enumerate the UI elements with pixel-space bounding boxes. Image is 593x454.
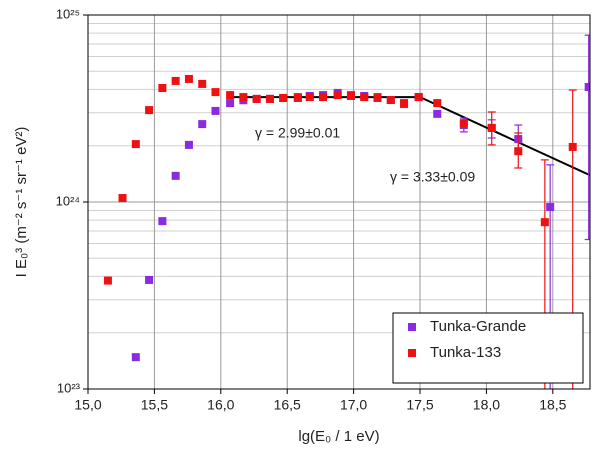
marker	[171, 76, 180, 85]
x-tick-label: 15,0	[74, 397, 101, 413]
marker	[211, 106, 220, 115]
y-tick-label: 10²³	[57, 380, 81, 395]
marker	[103, 276, 112, 285]
legend-label: Tunka-133	[430, 344, 501, 361]
marker	[540, 218, 549, 227]
marker	[373, 93, 382, 102]
marker	[184, 140, 193, 149]
marker	[293, 93, 302, 102]
legend-swatch	[408, 323, 416, 331]
marker	[158, 217, 167, 226]
annotation: γ = 3.33±0.09	[390, 169, 475, 185]
legend-swatch	[408, 349, 416, 357]
marker	[265, 94, 274, 103]
marker	[584, 83, 590, 92]
marker	[514, 147, 523, 156]
annotation: γ = 2.99±0.01	[255, 125, 340, 141]
marker	[226, 91, 235, 100]
x-tick-label: 17,5	[406, 397, 433, 413]
marker	[546, 203, 555, 212]
marker	[414, 93, 423, 102]
legend: Tunka-Grande Tunka-133	[408, 318, 526, 361]
marker	[211, 88, 220, 97]
x-tick-label: 17,0	[340, 397, 367, 413]
x-tick-label: 15,5	[141, 397, 168, 413]
marker	[145, 275, 154, 284]
marker	[226, 99, 235, 108]
marker	[239, 93, 248, 102]
marker	[145, 106, 154, 115]
y-tick-label: 10²⁴	[56, 193, 80, 208]
x-tick-label: 16,5	[274, 397, 301, 413]
marker	[433, 109, 442, 118]
x-tick-label: 18,0	[473, 397, 500, 413]
marker	[319, 93, 328, 102]
legend-label: Tunka-Grande	[430, 318, 526, 335]
marker	[171, 171, 180, 180]
marker	[360, 93, 369, 102]
marker	[279, 93, 288, 102]
marker	[568, 142, 577, 151]
marker	[131, 140, 140, 149]
x-tick-label: 16,0	[207, 397, 234, 413]
x-axis-label: lg(E₀ / 1 eV)	[298, 428, 379, 445]
marker	[433, 99, 442, 108]
y-tick-label: 10²⁵	[56, 6, 80, 21]
marker	[184, 74, 193, 83]
marker	[158, 84, 167, 93]
marker	[346, 91, 355, 100]
legend-box	[392, 312, 584, 384]
marker	[400, 99, 409, 108]
marker	[459, 119, 468, 128]
marker	[198, 79, 207, 88]
marker	[198, 120, 207, 129]
marker	[131, 353, 140, 362]
x-tick-label: 18,5	[539, 397, 566, 413]
marker	[118, 194, 127, 203]
marker	[333, 91, 342, 100]
marker	[487, 123, 496, 132]
marker	[386, 96, 395, 105]
y-axis-label: I E₀³ (m⁻² s⁻¹ sr⁻¹ eV²)	[13, 127, 30, 278]
plot-area	[103, 34, 590, 389]
marker	[305, 93, 314, 102]
marker	[252, 94, 261, 103]
